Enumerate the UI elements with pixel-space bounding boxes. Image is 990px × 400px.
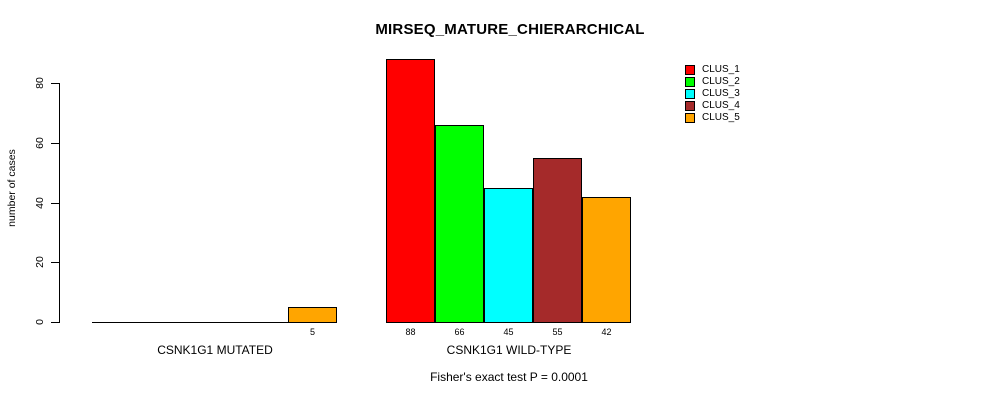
bar-value-label: 66 [454, 327, 465, 337]
x-group-label-1: CSNK1G1 WILD-TYPE [446, 343, 572, 357]
bar-value-label: 88 [405, 327, 416, 337]
legend-label: CLUS_4 [702, 100, 740, 111]
footnote: Fisher's exact test P = 0.0001 [430, 370, 588, 384]
legend-swatch-CLUS_3 [685, 89, 695, 99]
bar-CLUS_4-CSNK1G1 WILD-TYPE [533, 158, 582, 323]
bar-value-label: 45 [503, 327, 514, 337]
y-axis-tick [51, 203, 59, 204]
y-axis-tick-label: 80 [34, 77, 46, 89]
legend-label: CLUS_2 [702, 76, 740, 87]
legend-swatch-CLUS_4 [685, 101, 695, 111]
bar-CLUS_1-CSNK1G1 WILD-TYPE [386, 59, 435, 323]
y-axis-tick [51, 322, 59, 323]
y-axis-tick-label: 40 [34, 197, 46, 209]
bar-CLUS_3-CSNK1G1 WILD-TYPE [484, 188, 533, 323]
legend-label: CLUS_3 [702, 88, 740, 99]
y-axis-tick-label: 60 [34, 137, 46, 149]
y-axis-line [59, 83, 60, 323]
y-axis-tick [51, 262, 59, 263]
legend-item: CLUS_1 [685, 65, 740, 75]
legend-item: CLUS_5 [685, 113, 740, 123]
bar-CLUS_2-CSNK1G1 WILD-TYPE [435, 125, 484, 323]
legend-swatch-CLUS_1 [685, 65, 695, 75]
group-baseline [92, 322, 337, 323]
chart-title: MIRSEQ_MATURE_CHIERARCHICAL [375, 21, 645, 38]
bar-value-label: 42 [601, 327, 612, 337]
y-axis-tick-label: 20 [34, 256, 46, 268]
bar-CLUS_5-CSNK1G1 WILD-TYPE [582, 197, 631, 323]
legend: CLUS_1 CLUS_2 CLUS_3 CLUS_4 CLUS_5 [685, 65, 740, 123]
bar-CLUS_5-CSNK1G1 MUTATED [288, 307, 337, 323]
legend-label: CLUS_5 [702, 112, 740, 123]
legend-item: CLUS_3 [685, 89, 740, 99]
y-axis-tick [51, 83, 59, 84]
legend-swatch-CLUS_5 [685, 113, 695, 123]
bar-value-label: 5 [309, 327, 315, 337]
legend-item: CLUS_4 [685, 101, 740, 111]
x-group-label-0: CSNK1G1 MUTATED [157, 343, 273, 357]
y-axis-tick [51, 143, 59, 144]
legend-label: CLUS_1 [702, 64, 740, 75]
bar-value-label: 55 [552, 327, 563, 337]
legend-item: CLUS_2 [685, 77, 740, 87]
y-axis-tick-label: 0 [34, 319, 46, 325]
legend-swatch-CLUS_2 [685, 77, 695, 87]
